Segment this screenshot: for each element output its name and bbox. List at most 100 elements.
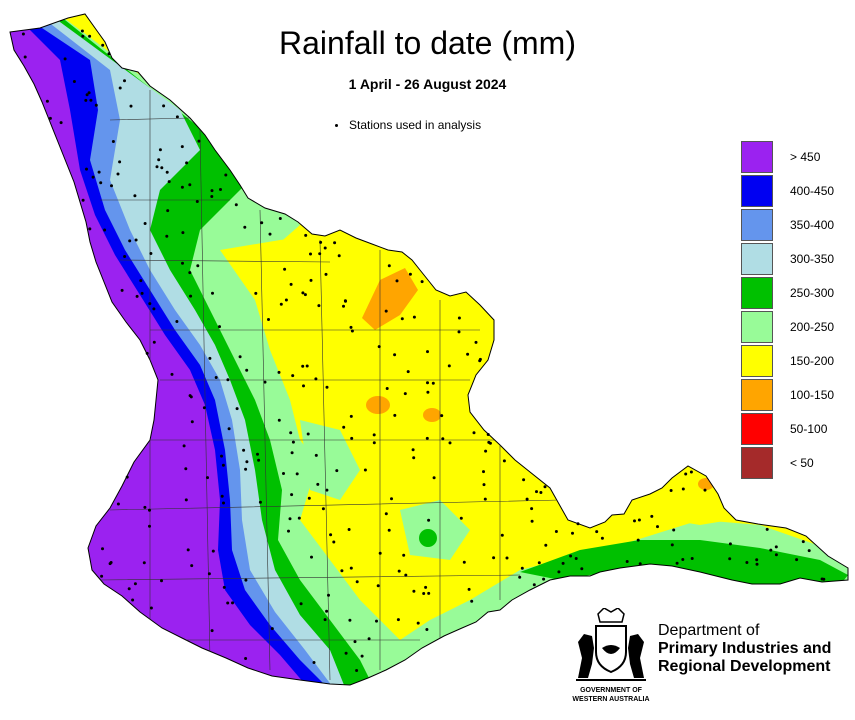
legend-swatch: [741, 413, 773, 445]
station-dot: [349, 566, 353, 570]
station-dot: [492, 556, 496, 560]
station-dot: [765, 527, 769, 531]
station-dot: [580, 567, 584, 571]
station-dot: [131, 598, 135, 602]
station-dot: [535, 490, 538, 494]
station-dot: [85, 93, 89, 97]
station-dot: [226, 601, 230, 605]
station-dot: [500, 533, 504, 537]
station-dot: [108, 562, 112, 566]
station-dot: [325, 385, 329, 389]
station-dot: [134, 238, 138, 242]
station-dot: [571, 531, 574, 535]
station-dot: [539, 491, 543, 494]
dept-line-3: Regional Development: [658, 658, 831, 675]
legend-label: < 50: [790, 456, 814, 470]
station-dot: [807, 549, 811, 553]
station-dot: [188, 183, 192, 187]
station-dot: [637, 518, 641, 522]
station-dot: [335, 469, 339, 473]
station-dot: [317, 304, 321, 308]
station-dot: [175, 115, 179, 119]
station-dot: [180, 185, 184, 189]
station-dot: [303, 293, 307, 297]
station-dot: [97, 170, 101, 174]
station-dot: [207, 572, 211, 576]
station-dot: [235, 407, 239, 411]
station-dot: [181, 261, 184, 265]
station-dot: [390, 497, 393, 501]
station-dot: [422, 592, 426, 595]
station-dot: [206, 476, 209, 480]
zone-100-150-c: [423, 408, 441, 422]
station-dot: [277, 418, 281, 422]
station-dot: [309, 278, 313, 282]
station-dot: [59, 121, 63, 125]
station-dot: [520, 566, 524, 570]
legend-item: > 450: [741, 140, 834, 174]
legend-swatch: [741, 175, 773, 207]
station-dot: [287, 529, 290, 533]
station-dot: [347, 528, 351, 531]
station-dot: [755, 558, 759, 562]
legend-item: 100-150: [741, 378, 834, 412]
station-dot: [689, 470, 693, 474]
station-dot: [728, 557, 732, 561]
station-dot: [254, 291, 258, 295]
legend-item: 150-200: [741, 344, 834, 378]
station-dot: [312, 661, 316, 664]
station-dot: [625, 560, 629, 563]
station-dot: [672, 528, 676, 532]
station-dot: [482, 470, 485, 474]
stations-note-label: Stations used in analysis: [349, 118, 482, 132]
station-dot: [574, 557, 578, 560]
legend-item: 350-400: [741, 208, 834, 242]
station-dot: [148, 508, 151, 512]
station-dot: [224, 173, 228, 177]
station-dot: [314, 453, 318, 457]
station-dot: [160, 166, 164, 170]
station-dot: [88, 227, 92, 231]
station-dot: [267, 318, 270, 321]
station-dot: [402, 553, 406, 557]
station-dot: [355, 669, 359, 672]
station-dot: [457, 330, 461, 334]
station-dot: [100, 574, 104, 578]
legend-swatch: [741, 311, 773, 343]
station-dot: [116, 172, 120, 176]
station-dot: [432, 476, 436, 480]
station-dot: [387, 528, 391, 532]
station-dot: [160, 579, 163, 583]
station-dot: [127, 587, 131, 591]
legend-item: 300-350: [741, 242, 834, 276]
station-dot: [210, 189, 214, 193]
station-dot: [184, 467, 188, 471]
station-dot: [245, 368, 249, 372]
station-dot: [378, 551, 382, 555]
station-dot: [431, 381, 435, 385]
station-dot: [393, 353, 397, 357]
station-dot: [774, 545, 778, 549]
station-dot: [148, 524, 151, 528]
station-dot: [426, 381, 429, 385]
station-dot: [376, 584, 380, 588]
station-dot: [210, 195, 214, 198]
legend-label: 300-350: [790, 252, 835, 266]
station-dot: [400, 317, 404, 321]
station-dot: [395, 279, 399, 283]
station-dot: [309, 252, 312, 256]
station-dot: [440, 414, 444, 418]
station-dot: [116, 502, 120, 506]
station-dot: [483, 497, 487, 501]
station-dot: [656, 525, 659, 529]
station-dot: [81, 198, 85, 202]
station-dot: [157, 158, 161, 162]
legend-item: 250-300: [741, 276, 834, 310]
station-dot: [88, 34, 92, 38]
station-dot: [284, 298, 288, 302]
station-dot: [208, 356, 212, 360]
station-dot: [258, 500, 262, 504]
legend-swatch: [741, 447, 773, 479]
station-dot: [670, 543, 674, 547]
